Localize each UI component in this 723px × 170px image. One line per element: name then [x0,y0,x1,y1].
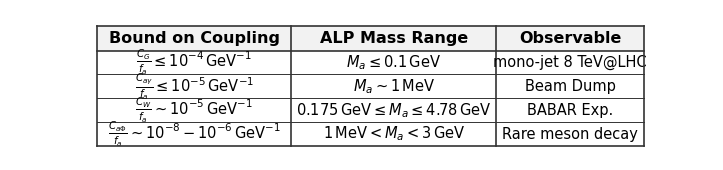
Text: BABAR Exp.: BABAR Exp. [527,103,613,118]
Text: $1\,\mathrm{MeV} < M_a < 3\,\mathrm{GeV}$: $1\,\mathrm{MeV} < M_a < 3\,\mathrm{GeV}… [322,125,465,143]
Text: $\frac{C_{a\gamma}}{f_a} \leq 10^{-5}\,\mathrm{GeV}^{-1}$: $\frac{C_{a\gamma}}{f_a} \leq 10^{-5}\,\… [134,71,254,102]
Text: $0.175\,\mathrm{GeV} \leq M_a \leq 4.78\,\mathrm{GeV}$: $0.175\,\mathrm{GeV} \leq M_a \leq 4.78\… [296,101,492,120]
Text: $M_a \sim 1\,\mathrm{MeV}$: $M_a \sim 1\,\mathrm{MeV}$ [353,77,435,96]
Text: Rare meson decay: Rare meson decay [502,127,638,142]
Text: $\frac{C_G}{f_a} \leq 10^{-4}\,\mathrm{GeV}^{-1}$: $\frac{C_G}{f_a} \leq 10^{-4}\,\mathrm{G… [136,48,252,77]
Text: $\frac{C_W}{f_a} \sim 10^{-5}\,\mathrm{GeV}^{-1}$: $\frac{C_W}{f_a} \sim 10^{-5}\,\mathrm{G… [135,96,253,125]
Text: $M_a \leq 0.1\,\mathrm{GeV}$: $M_a \leq 0.1\,\mathrm{GeV}$ [346,53,441,72]
Bar [97,26,644,50]
Text: Observable: Observable [519,31,621,46]
Text: $\frac{C_{a\Phi}}{f_a} \sim 10^{-8} - 10^{-6}\,\mathrm{GeV}^{-1}$: $\frac{C_{a\Phi}}{f_a} \sim 10^{-8} - 10… [108,120,281,149]
Text: Bound on Coupling: Bound on Coupling [108,31,280,46]
Text: Beam Dump: Beam Dump [525,79,615,94]
Text: mono-jet 8 TeV@LHC: mono-jet 8 TeV@LHC [493,55,647,70]
Text: ALP Mass Range: ALP Mass Range [320,31,468,46]
